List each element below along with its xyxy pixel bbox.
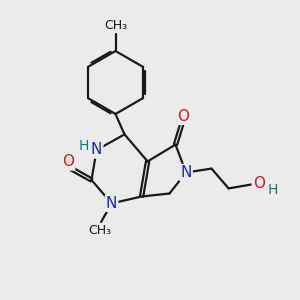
- Text: CH₃: CH₃: [88, 224, 111, 238]
- Text: N: N: [91, 142, 102, 158]
- Text: CH₃: CH₃: [104, 19, 127, 32]
- Text: O: O: [253, 176, 265, 191]
- Text: N: N: [106, 196, 117, 211]
- Text: O: O: [62, 154, 74, 169]
- Text: H: H: [268, 183, 278, 197]
- Text: N: N: [180, 165, 192, 180]
- Text: H: H: [79, 140, 89, 153]
- Text: O: O: [177, 109, 189, 124]
